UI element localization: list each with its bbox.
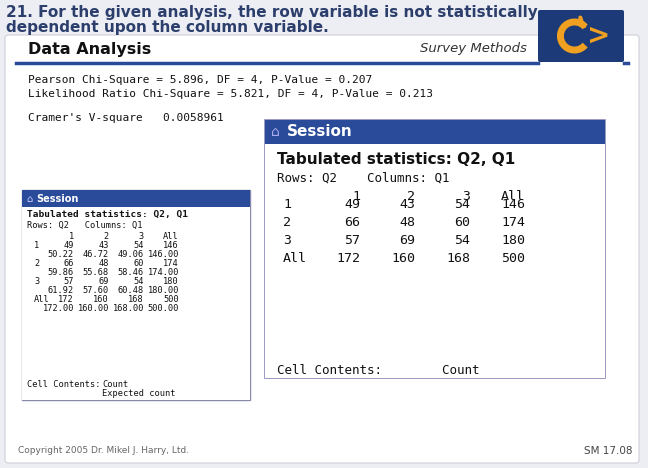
Text: Tabulated statistics: Q2, Q1: Tabulated statistics: Q2, Q1 [27, 210, 188, 219]
Text: Tabulated statistics: Q2, Q1: Tabulated statistics: Q2, Q1 [277, 152, 515, 167]
Text: Cell Contents:        Count: Cell Contents: Count [277, 364, 480, 377]
Text: 500: 500 [163, 295, 179, 304]
Text: 2: 2 [283, 216, 291, 229]
Text: 3: 3 [34, 277, 40, 286]
Text: ⌂: ⌂ [271, 125, 280, 139]
Text: Session: Session [287, 124, 353, 139]
Text: 174: 174 [163, 259, 179, 268]
Text: 59.86: 59.86 [48, 268, 74, 277]
Text: Rows: Q2   Columns: Q1: Rows: Q2 Columns: Q1 [27, 221, 143, 230]
FancyBboxPatch shape [265, 120, 605, 144]
Text: 1: 1 [34, 241, 40, 250]
Text: 43: 43 [399, 198, 415, 211]
Text: 54: 54 [133, 241, 144, 250]
Text: 180: 180 [163, 277, 179, 286]
Text: All: All [163, 232, 179, 241]
Text: Pearson Chi-Square = 5.896, DF = 4, P-Value = 0.207: Pearson Chi-Square = 5.896, DF = 4, P-Va… [28, 75, 372, 85]
Text: 160: 160 [391, 252, 415, 265]
Text: Rows: Q2    Columns: Q1: Rows: Q2 Columns: Q1 [277, 172, 450, 185]
Text: 60: 60 [454, 216, 470, 229]
Text: 180: 180 [501, 234, 525, 247]
Text: 146: 146 [163, 241, 179, 250]
Text: 3: 3 [139, 232, 144, 241]
Text: Likelihood Ratio Chi-Square = 5.821, DF = 4, P-Value = 0.213: Likelihood Ratio Chi-Square = 5.821, DF … [28, 89, 433, 99]
Text: Cramer's V-square   0.0058961: Cramer's V-square 0.0058961 [28, 113, 224, 123]
FancyBboxPatch shape [5, 35, 639, 463]
Text: Copyright 2005 Dr. Mikel J. Harry, Ltd.: Copyright 2005 Dr. Mikel J. Harry, Ltd. [18, 446, 189, 455]
Text: 43: 43 [98, 241, 109, 250]
FancyBboxPatch shape [22, 207, 250, 400]
Text: 172: 172 [58, 295, 74, 304]
Text: 49.06: 49.06 [118, 250, 144, 259]
Text: 2: 2 [407, 190, 415, 203]
Text: 48: 48 [399, 216, 415, 229]
Text: 172: 172 [336, 252, 360, 265]
Text: 58.46: 58.46 [118, 268, 144, 277]
Text: Count: Count [102, 380, 128, 389]
Text: All: All [501, 190, 525, 203]
Text: Data Analysis: Data Analysis [28, 42, 151, 57]
Text: ⌂: ⌂ [26, 193, 32, 204]
Text: SM 17.08: SM 17.08 [583, 446, 632, 456]
Text: 60.48: 60.48 [118, 286, 144, 295]
Text: 168: 168 [128, 295, 144, 304]
Text: 160: 160 [93, 295, 109, 304]
Text: 174.00: 174.00 [148, 268, 179, 277]
Text: 54: 54 [133, 277, 144, 286]
Text: All: All [34, 295, 50, 304]
Text: 174: 174 [501, 216, 525, 229]
Text: 2: 2 [34, 259, 40, 268]
Text: 69: 69 [98, 277, 109, 286]
Text: 500: 500 [501, 252, 525, 265]
Text: Cell Contents:: Cell Contents: [27, 380, 100, 389]
Text: Expected count: Expected count [102, 389, 176, 398]
Text: Survey Methods: Survey Methods [420, 42, 527, 55]
Text: 60: 60 [133, 259, 144, 268]
Text: dependent upon the column variable.: dependent upon the column variable. [6, 20, 329, 35]
Text: 69: 69 [399, 234, 415, 247]
FancyBboxPatch shape [538, 10, 624, 62]
Text: 172.00: 172.00 [43, 304, 74, 313]
Text: 146: 146 [501, 198, 525, 211]
Text: 180.00: 180.00 [148, 286, 179, 295]
Text: 168: 168 [446, 252, 470, 265]
Text: 57.60: 57.60 [83, 286, 109, 295]
Text: 66: 66 [64, 259, 74, 268]
Text: 57: 57 [344, 234, 360, 247]
Text: 3: 3 [283, 234, 291, 247]
Text: All: All [283, 252, 307, 265]
Text: 49: 49 [344, 198, 360, 211]
Text: 46.72: 46.72 [83, 250, 109, 259]
Text: 3: 3 [462, 190, 470, 203]
Text: 57: 57 [64, 277, 74, 286]
Text: 54: 54 [454, 198, 470, 211]
FancyBboxPatch shape [22, 190, 250, 207]
Text: 1: 1 [352, 190, 360, 203]
Text: 49: 49 [64, 241, 74, 250]
Text: >: > [587, 22, 610, 50]
Text: 1: 1 [69, 232, 74, 241]
Text: 500.00: 500.00 [148, 304, 179, 313]
FancyBboxPatch shape [265, 120, 605, 378]
Text: 54: 54 [454, 234, 470, 247]
Text: 146.00: 146.00 [148, 250, 179, 259]
Text: 55.68: 55.68 [83, 268, 109, 277]
Text: 160.00: 160.00 [78, 304, 109, 313]
Text: 48: 48 [98, 259, 109, 268]
Text: 1: 1 [283, 198, 291, 211]
Text: 61.92: 61.92 [48, 286, 74, 295]
Text: 50.22: 50.22 [48, 250, 74, 259]
Text: 2: 2 [104, 232, 109, 241]
Text: 21. For the given analysis, the row variable is not statistically: 21. For the given analysis, the row vari… [6, 5, 538, 20]
Text: 168.00: 168.00 [113, 304, 144, 313]
Text: 66: 66 [344, 216, 360, 229]
FancyBboxPatch shape [22, 190, 250, 400]
Text: Session: Session [36, 193, 78, 204]
FancyBboxPatch shape [265, 144, 605, 378]
